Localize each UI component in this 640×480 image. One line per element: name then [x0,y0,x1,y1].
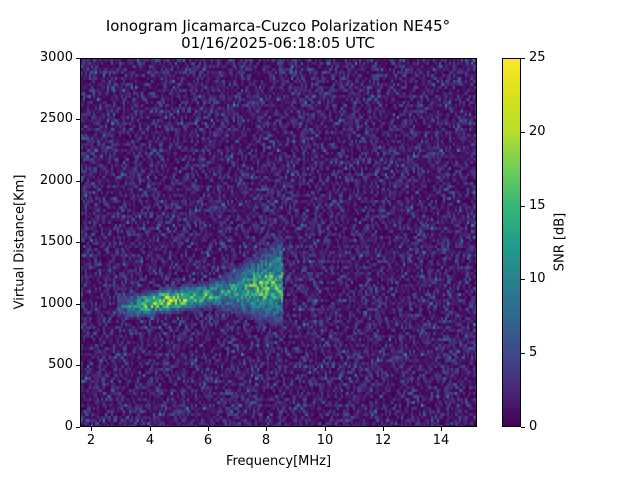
colorbar-tick-label: 15 [529,198,546,213]
y-tick-label: 2500 [39,111,73,126]
colorbar-tick-label: 20 [529,124,546,139]
x-axis-label: Frequency[MHz] [225,454,332,469]
colorbar-tick-label: 25 [529,50,546,65]
y-tick-label: 1500 [39,234,73,249]
x-tick [208,427,209,431]
y-tick [76,427,80,428]
y-tick [76,119,80,120]
x-tick-label: 2 [86,433,96,448]
y-tick [76,242,80,243]
y-tick [76,365,80,366]
y-tick [76,181,80,182]
chart-title: Ionogram Jicamarca-Cuzco Polarization NE… [105,17,451,35]
y-axis-label: Virtual Distance[Km] [12,174,28,310]
colorbar-label: SNR [dB] [552,212,568,272]
y-tick [76,58,80,59]
y-tick-label: 0 [64,419,73,434]
x-tick [441,427,442,431]
heatmap-canvas [81,59,476,426]
colorbar-tick [521,58,525,59]
colorbar-tick-label: 0 [529,419,538,434]
colorbar-tick [521,427,525,428]
x-tick [383,427,384,431]
chart-subtitle: 01/16/2025-06:18:05 UTC [181,34,375,52]
x-tick-label: 8 [261,433,271,448]
x-tick-label: 14 [432,433,450,448]
colorbar-tick [521,279,525,280]
colorbar-tick [521,353,525,354]
x-tick [266,427,267,431]
y-tick-label: 1000 [39,296,73,311]
x-tick-label: 10 [316,433,334,448]
colorbar-tick [521,132,525,133]
x-tick [91,427,92,431]
x-tick [150,427,151,431]
ionogram-heatmap [80,58,477,427]
x-tick-label: 12 [374,433,392,448]
y-tick [76,304,80,305]
colorbar-tick-label: 10 [529,271,546,286]
colorbar-tick-label: 5 [529,345,538,360]
y-tick-label: 500 [48,357,73,372]
y-tick-label: 3000 [39,50,73,65]
x-tick-label: 4 [145,433,155,448]
colorbar [502,58,521,427]
colorbar-tick [521,206,525,207]
x-tick [325,427,326,431]
x-tick-label: 6 [203,433,213,448]
y-tick-label: 2000 [39,173,73,188]
